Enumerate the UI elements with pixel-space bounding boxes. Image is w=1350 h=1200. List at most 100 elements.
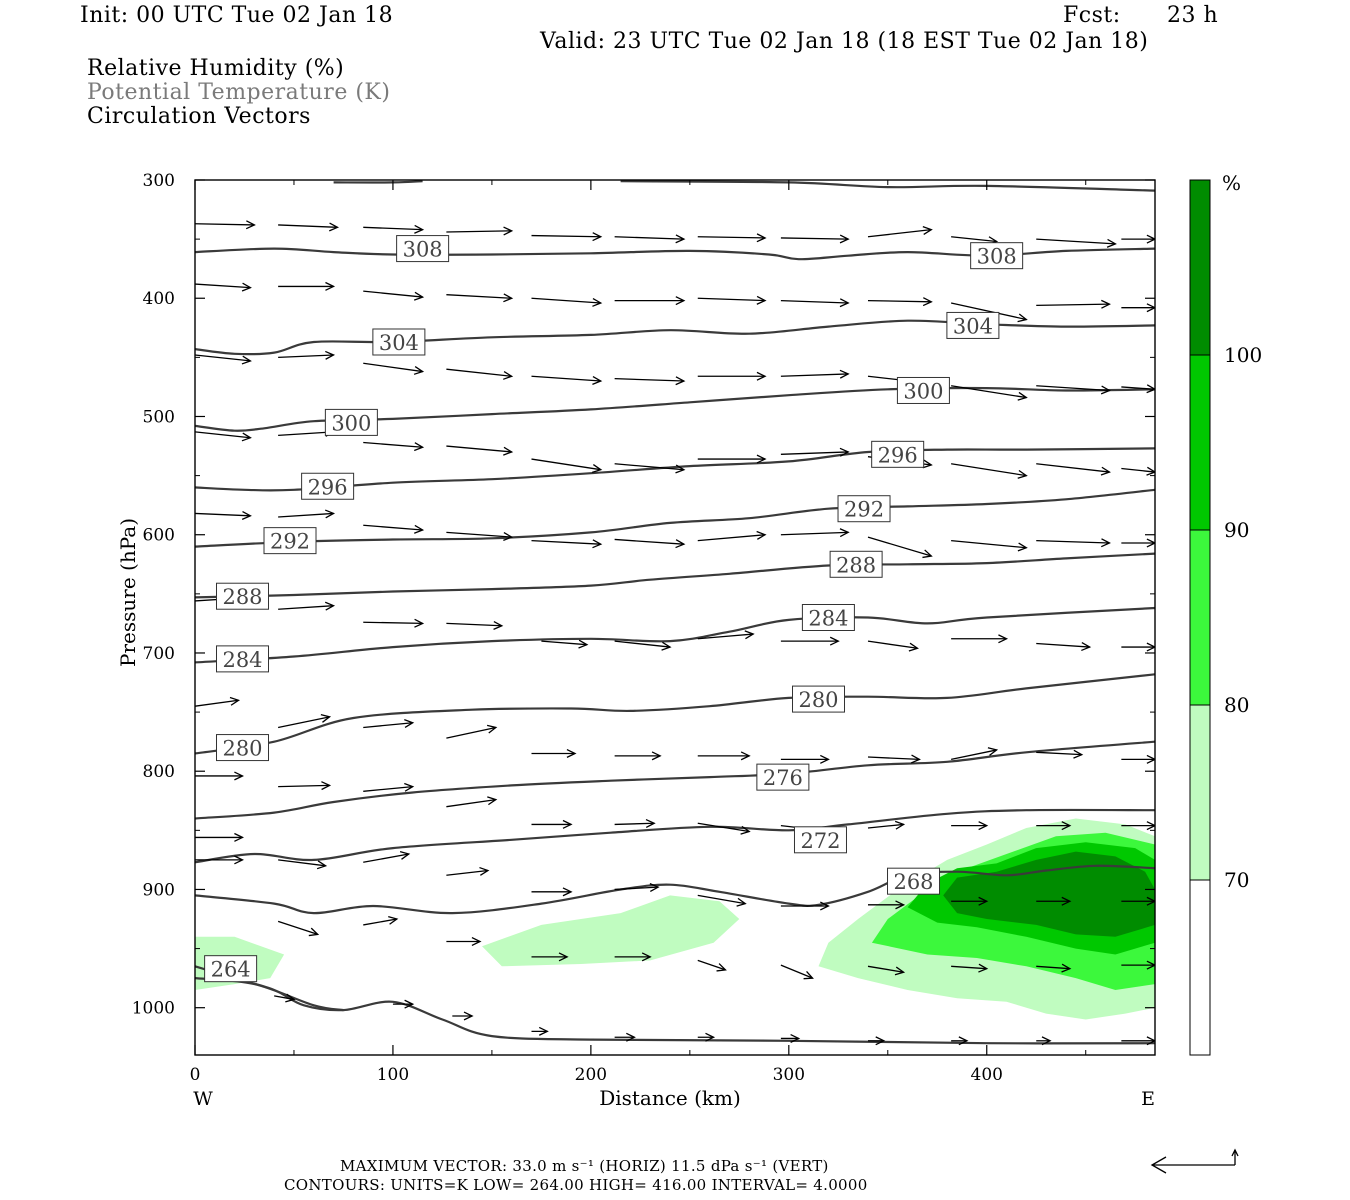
circulation-vector (363, 224, 425, 234)
contour-label: 272 (793, 826, 847, 854)
circulation-vector (195, 510, 252, 520)
rh-shading (195, 818, 1155, 1020)
y-tick-label: 600 (143, 526, 175, 546)
contour-label: 308 (396, 235, 450, 263)
circulation-vector (531, 1026, 549, 1036)
circulation-vector (951, 463, 1028, 479)
contour-label: 296 (871, 440, 925, 468)
circulation-vector (697, 751, 751, 761)
circulation-vector (452, 1011, 474, 1021)
circulation-vector (951, 634, 1009, 644)
circulation-vector (614, 296, 686, 306)
theta-contour-300 (195, 386, 1155, 432)
circulation-vector (780, 528, 850, 538)
contour-label: 280 (216, 734, 270, 762)
plot-frame (194, 179, 1156, 1056)
circulation-vector (780, 754, 830, 764)
circulation-vector (1121, 642, 1155, 652)
circulation-vector (697, 295, 767, 305)
circulation-vector (1121, 1036, 1155, 1046)
contour-label: 288 (216, 582, 270, 610)
circulation-vector (614, 751, 662, 761)
svg-text:308: 308 (403, 238, 443, 262)
svg-text:300: 300 (903, 379, 943, 403)
circulation-vector (446, 866, 490, 876)
circulation-vector (363, 850, 411, 863)
circulation-vector (195, 354, 252, 365)
circulation-vector (697, 454, 767, 464)
svg-text:304: 304 (953, 314, 993, 338)
circulation-vector (1036, 1036, 1052, 1046)
circulation-vector (1121, 754, 1155, 764)
init-time: Init: 00 UTC Tue 02 Jan 18 (80, 3, 394, 28)
svg-text:280: 280 (798, 688, 838, 712)
circulation-vector (1036, 749, 1084, 759)
theta-contour-312 (333, 180, 423, 184)
colorbar: 70 80 90 100% (1189, 171, 1262, 1056)
circulation-vector (951, 1036, 969, 1046)
colorbar-swatch (1190, 530, 1210, 705)
svg-text:284: 284 (808, 607, 848, 631)
reference-vector-icon (1150, 1148, 1239, 1174)
circulation-vector (363, 524, 425, 534)
x-tick-label: 300 (773, 1065, 805, 1085)
circulation-vector (1121, 821, 1155, 831)
circulation-vector (780, 636, 840, 646)
x-tick-label: 100 (377, 1065, 409, 1085)
contour-label: 268 (887, 867, 941, 895)
circulation-vector (363, 290, 425, 301)
circulation-vector (697, 894, 747, 907)
circulation-vector (697, 959, 727, 972)
circulation-vector (951, 963, 989, 973)
circulation-vector (1121, 303, 1155, 313)
circulation-vector (1121, 466, 1155, 476)
x-tick-label: 200 (575, 1065, 607, 1085)
circulation-vector (867, 965, 906, 976)
circulation-vector (278, 859, 328, 870)
max-vector-note: MAXIMUM VECTOR: 33.0 m s⁻¹ (HORIZ) 11.5 … (340, 1157, 829, 1175)
circulation-vector (531, 297, 603, 307)
circulation-vector (446, 796, 498, 808)
theta-contour-312 (620, 180, 1155, 192)
circulation-vector (531, 458, 603, 473)
contour-label: 284 (801, 604, 855, 631)
svg-text:292: 292 (844, 498, 884, 522)
circulation-vector (780, 234, 850, 244)
circulation-vector (363, 719, 415, 729)
colorbar-level-label: 70 (1224, 868, 1249, 892)
circulation-vector (446, 445, 514, 456)
theta-contours (195, 180, 1155, 1045)
circulation-vector (614, 1032, 636, 1042)
contour-label: 276 (756, 763, 810, 791)
contour-label: 288 (829, 550, 883, 578)
circulation-vector (950, 302, 1028, 323)
circulation-vector (697, 530, 767, 542)
circulation-vector (531, 887, 573, 897)
circulation-vector (531, 819, 573, 829)
colorbar-swatch (1190, 355, 1210, 530)
circulation-vector (277, 920, 320, 937)
circulation-vector (278, 781, 332, 791)
circulation-vector (531, 375, 603, 385)
circulation-vector (614, 538, 686, 549)
svg-text:288: 288 (836, 553, 876, 577)
circulation-vector (531, 232, 603, 242)
theta-contour-276 (195, 740, 1155, 820)
circulation-vector (780, 447, 850, 457)
circulation-vector (780, 964, 814, 980)
circulation-vector (1036, 463, 1111, 476)
circulation-vector (1036, 538, 1111, 548)
circulation-vector (278, 222, 340, 232)
circulation-vector (446, 226, 514, 236)
circulation-vector (1036, 385, 1111, 395)
circulation-vector (950, 747, 999, 761)
y-tick-label: 900 (143, 880, 175, 900)
contour-label: 300 (896, 376, 950, 404)
circulation-vector (867, 1036, 886, 1046)
colorbar-level-label: 80 (1224, 693, 1249, 717)
svg-text:296: 296 (878, 443, 918, 467)
forecast-label: Fcst: (1063, 3, 1121, 28)
circulation-vector (867, 900, 906, 910)
field-rh-label: Relative Humidity (%) (87, 56, 345, 81)
contour-label: 280 (792, 685, 846, 713)
